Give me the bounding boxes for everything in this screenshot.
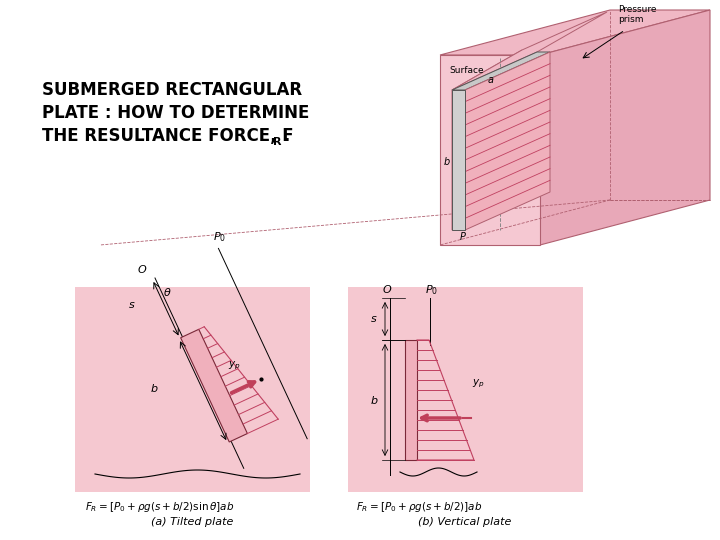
Text: $s$: $s$ [128,300,135,309]
Text: Surface: Surface [449,66,484,75]
Text: $O$: $O$ [137,263,148,275]
Text: (a) Tilted plate: (a) Tilted plate [150,517,233,527]
Text: $\theta$: $\theta$ [163,286,171,298]
Polygon shape [465,52,550,230]
Text: THE RESULTANCE FORCE, F: THE RESULTANCE FORCE, F [42,127,294,145]
Text: $O$: $O$ [382,283,392,295]
Text: $s$: $s$ [370,314,377,324]
Text: $b$: $b$ [370,394,379,406]
Polygon shape [452,12,607,90]
Text: PLATE : HOW TO DETERMINE: PLATE : HOW TO DETERMINE [42,104,310,122]
Polygon shape [452,50,522,230]
Bar [348,287,583,492]
Text: $F_R = [P_0 + \rho g(s + b/2)]ab$: $F_R = [P_0 + \rho g(s + b/2)]ab$ [356,500,482,514]
Text: .: . [283,127,289,145]
Text: $P_0$: $P_0$ [425,283,438,297]
Polygon shape [181,329,248,442]
Polygon shape [440,55,540,245]
Text: (b) Vertical plate: (b) Vertical plate [418,517,512,527]
Text: $b$: $b$ [150,382,159,394]
Bar [405,340,417,460]
Text: $y_p$: $y_p$ [472,378,485,390]
Polygon shape [540,10,710,245]
Text: $F_R = [P_0 + \rho g(s + b/2) \sin\theta]ab$: $F_R = [P_0 + \rho g(s + b/2) \sin\theta… [85,500,234,514]
Text: $b$: $b$ [443,155,451,167]
Text: $y_p$: $y_p$ [228,360,241,373]
Text: $P$: $P$ [459,230,467,242]
Polygon shape [452,52,550,90]
Polygon shape [440,10,710,55]
Text: R: R [273,137,282,147]
Text: $a$: $a$ [487,75,495,85]
Text: Pressure
prism: Pressure prism [618,5,657,24]
Polygon shape [452,90,465,230]
Text: $P_0$: $P_0$ [213,231,227,244]
Bar [75,287,310,492]
Text: SUBMERGED RECTANGULAR: SUBMERGED RECTANGULAR [42,81,302,99]
